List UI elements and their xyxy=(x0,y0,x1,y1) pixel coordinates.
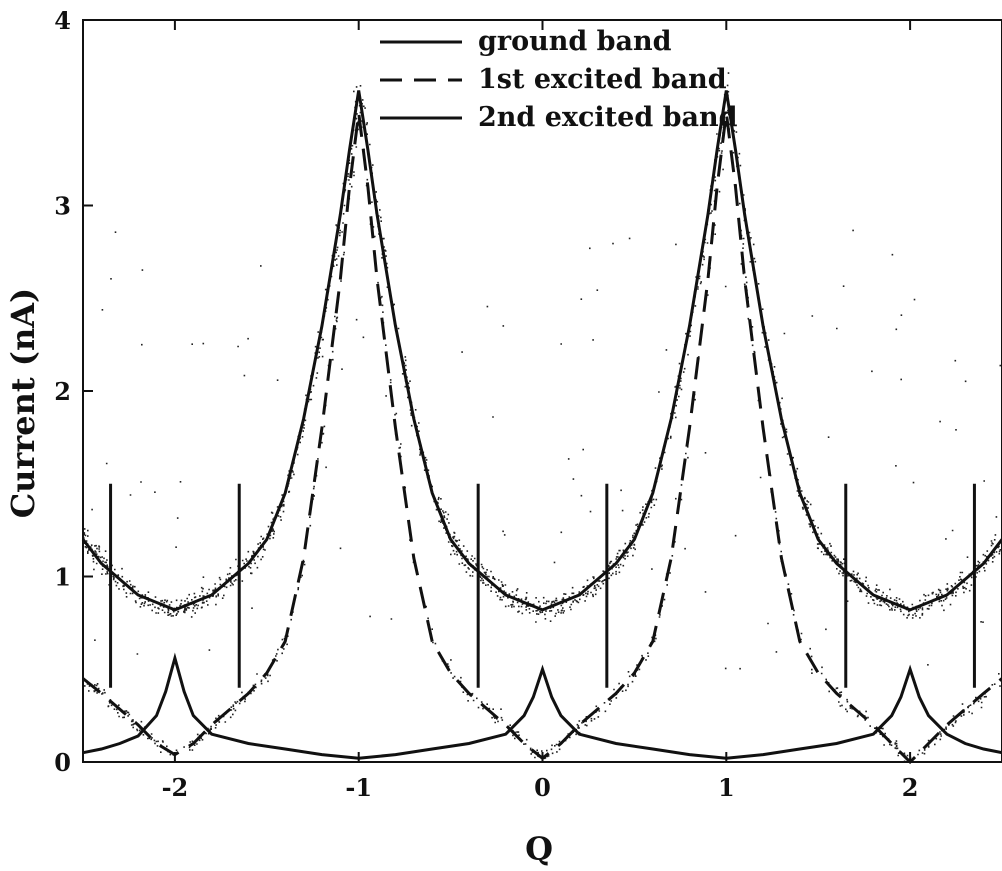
x-tick-label: -2 xyxy=(162,773,189,802)
legend: ground band 1st excited band 2nd excited b… xyxy=(380,26,738,133)
series-line-3 xyxy=(81,90,1002,612)
x-axis-title: Q xyxy=(525,830,553,868)
y-tick-label: 2 xyxy=(54,377,71,406)
x-tick-label: -1 xyxy=(345,773,372,802)
measured-data-scatter xyxy=(83,72,1002,763)
x-tick-label: 0 xyxy=(534,773,551,802)
vertical-markers xyxy=(109,483,976,688)
y-tick-label: 0 xyxy=(54,748,71,777)
y-tick-label: 1 xyxy=(54,563,71,592)
x-tick-labels: -2 -1 0 1 2 xyxy=(162,773,919,802)
x-tick-label: 1 xyxy=(718,773,735,802)
band-curves xyxy=(81,90,1002,765)
y-tick-labels: 0 1 2 3 4 xyxy=(54,6,71,777)
y-tick-label: 3 xyxy=(54,192,71,221)
x-tick-label: 2 xyxy=(902,773,919,802)
legend-label-2: 1st excited band xyxy=(478,64,727,95)
legend-label-1: ground band xyxy=(478,26,672,57)
series-line-1 xyxy=(82,652,1002,760)
ticks xyxy=(83,19,912,763)
legend-label-3: 2nd excited band xyxy=(478,102,738,133)
y-tick-label: 4 xyxy=(54,6,71,35)
y-axis-title: Current (nA) xyxy=(4,288,42,518)
scatter-points xyxy=(83,72,1002,763)
